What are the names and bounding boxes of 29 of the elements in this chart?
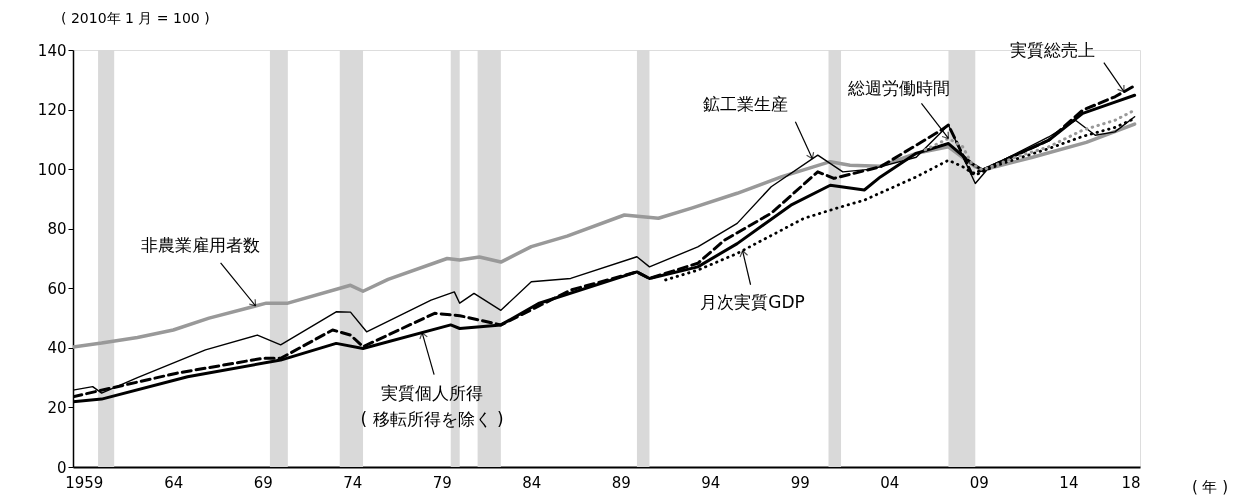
x-tick-label: 64	[164, 473, 184, 492]
annotation: 総週労働時間	[847, 78, 951, 99]
x-tick-label: 79	[432, 473, 452, 492]
y-tick-label: 140	[37, 41, 67, 60]
x-tick-label: 09	[969, 473, 989, 492]
y-tick-label: 0	[56, 458, 67, 477]
y-tick-label: 100	[37, 160, 67, 179]
y-tick-label: 60	[47, 279, 67, 298]
x-axis-title: ( 年 )	[1191, 478, 1229, 496]
x-tick-label: 89	[611, 473, 631, 492]
annotation: 実質総売上	[1010, 39, 1096, 60]
annotation: 鉱工業生産	[702, 93, 788, 114]
x-tick-label: 74	[343, 473, 363, 492]
annotation: 月次実質GDP	[700, 291, 805, 312]
y-tick-label: 20	[47, 398, 67, 417]
x-tick-label: 18	[1121, 473, 1141, 492]
x-tick-label: 99	[790, 473, 810, 492]
y-tick-label: 40	[47, 339, 67, 358]
y-tick-label: 80	[47, 220, 67, 239]
x-tick-label: 94	[701, 473, 721, 492]
annotation: 非農業雇用者数	[141, 234, 261, 255]
x-tick-label: 69	[253, 473, 273, 492]
x-tick-label: 1959	[65, 473, 104, 492]
x-tick-label: 14	[1059, 473, 1079, 492]
x-tick-label: 04	[880, 473, 900, 492]
y-axis-title: ( 2010年 1 月 = 100 )	[61, 10, 210, 26]
y-tick-label: 120	[37, 101, 67, 120]
x-tick-label: 84	[522, 473, 542, 492]
annotation: 実質個人所得 ( 移転所得を除く )	[360, 382, 504, 429]
